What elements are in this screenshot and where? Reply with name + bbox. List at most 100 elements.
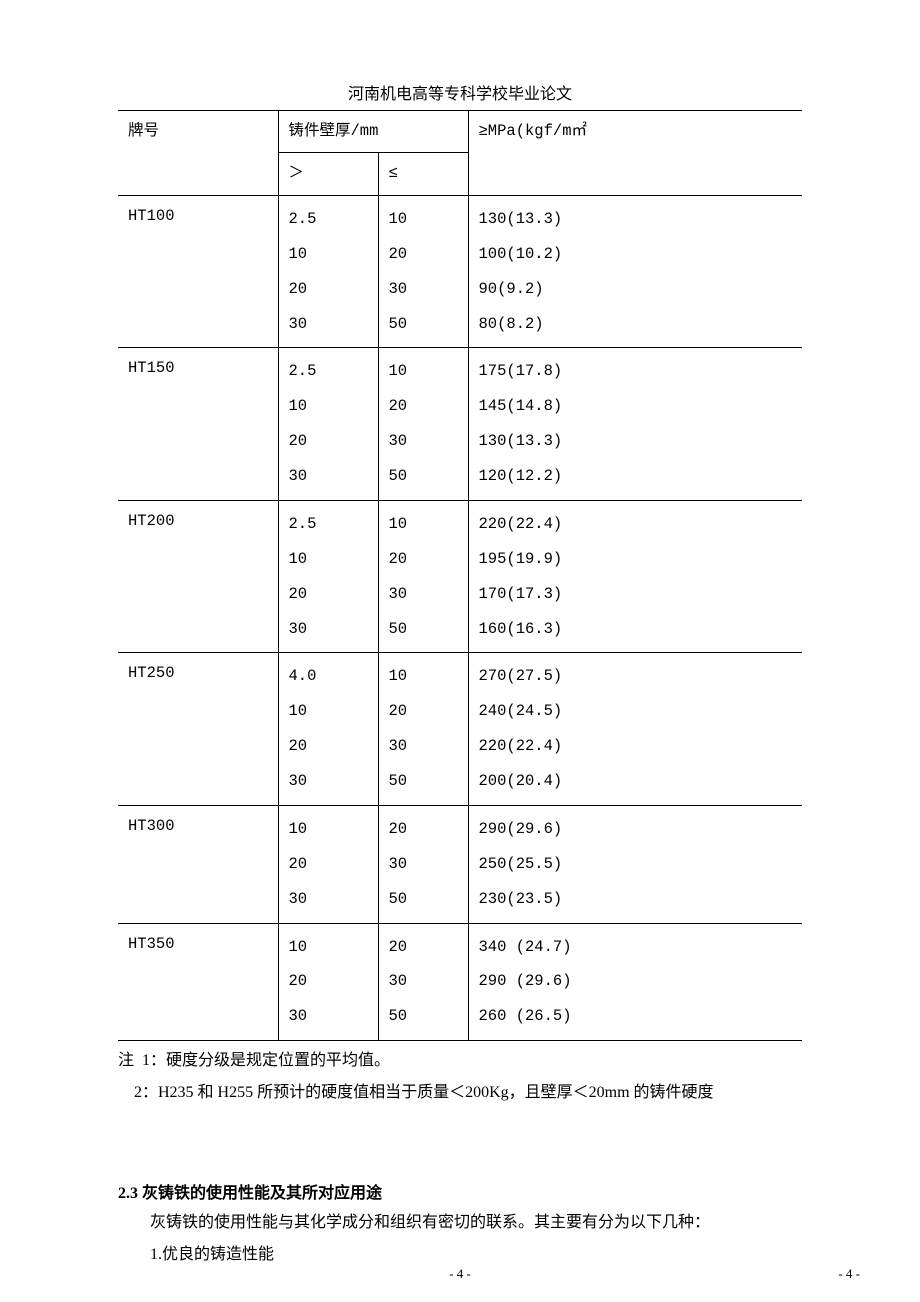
value-mpa: 250(25.5) (479, 847, 793, 882)
material-table: 牌号 铸件壁厚/mm ≥MPa(kgf/m㎡ ＞ ≤ HT1002.510203… (118, 110, 802, 1041)
value-gt: 30 (289, 307, 368, 342)
section-heading: 2.3 灰铸铁的使用性能及其所对应用途 (118, 1179, 802, 1203)
value-lte: 30 (389, 847, 458, 882)
cell-grade: HT350 (118, 923, 278, 1041)
value-mpa: 80(8.2) (479, 307, 793, 342)
value-lte: 20 (389, 812, 458, 847)
value-gt: 10 (289, 694, 368, 729)
footer-page-right: - 4 - (838, 1266, 860, 1282)
value-mpa: 90(9.2) (479, 272, 793, 307)
cell-gt: 2.5102030 (278, 348, 378, 501)
cell-gt: 2.5102030 (278, 500, 378, 653)
value-lte: 20 (389, 389, 458, 424)
value-gt: 30 (289, 999, 368, 1034)
value-mpa: 270(27.5) (479, 659, 793, 694)
col-header-grade: 牌号 (118, 111, 278, 196)
value-mpa: 100(10.2) (479, 237, 793, 272)
value-lte: 50 (389, 459, 458, 494)
value-lte: 10 (389, 354, 458, 389)
col-header-thickness: 铸件壁厚/mm (278, 111, 468, 153)
value-mpa: 230(23.5) (479, 882, 793, 917)
value-gt: 30 (289, 764, 368, 799)
table-row: HT350102030203050340 (24.7)290 (29.6)260… (118, 923, 802, 1041)
value-lte: 50 (389, 999, 458, 1034)
value-gt: 10 (289, 237, 368, 272)
value-mpa: 220(22.4) (479, 507, 793, 542)
value-lte: 50 (389, 882, 458, 917)
value-gt: 30 (289, 612, 368, 647)
value-gt: 30 (289, 459, 368, 494)
cell-mpa: 130(13.3)100(10.2)90(9.2)80(8.2) (468, 195, 802, 348)
footer-page-center: - 4 - (0, 1266, 920, 1282)
value-gt: 10 (289, 542, 368, 577)
value-lte: 30 (389, 577, 458, 612)
value-gt: 20 (289, 729, 368, 764)
table-header-row: 牌号 铸件壁厚/mm ≥MPa(kgf/m㎡ (118, 111, 802, 153)
cell-mpa: 270(27.5)240(24.5)220(22.4)200(20.4) (468, 653, 802, 806)
col-header-lte: ≤ (378, 153, 468, 195)
value-gt: 20 (289, 847, 368, 882)
cell-lte: 10203050 (378, 348, 468, 501)
value-lte: 30 (389, 729, 458, 764)
value-gt: 2.5 (289, 507, 368, 542)
value-lte: 10 (389, 202, 458, 237)
value-lte: 20 (389, 542, 458, 577)
cell-gt: 2.5102030 (278, 195, 378, 348)
value-lte: 20 (389, 694, 458, 729)
value-mpa: 145(14.8) (479, 389, 793, 424)
cell-lte: 10203050 (378, 500, 468, 653)
table-notes: 注 1：硬度分级是规定位置的平均值。 2：H235 和 H255 所预计的硬度值… (118, 1045, 802, 1109)
value-mpa: 195(19.9) (479, 542, 793, 577)
value-gt: 10 (289, 812, 368, 847)
value-lte: 50 (389, 764, 458, 799)
table-row: HT2504.010203010203050270(27.5)240(24.5)… (118, 653, 802, 806)
note-line-2: 2：H235 和 H255 所预计的硬度值相当于质量＜200Kg，且壁厚＜20m… (118, 1077, 802, 1109)
cell-lte: 10203050 (378, 195, 468, 348)
table-row: HT300102030203050290(29.6)250(25.5)230(2… (118, 805, 802, 923)
value-mpa: 260 (26.5) (479, 999, 793, 1034)
value-lte: 10 (389, 659, 458, 694)
value-lte: 30 (389, 272, 458, 307)
value-mpa: 175(17.8) (479, 354, 793, 389)
page-header-title: 河南机电高等专科学校毕业论文 (118, 80, 802, 104)
value-gt: 4.0 (289, 659, 368, 694)
value-gt: 30 (289, 882, 368, 917)
cell-grade: HT200 (118, 500, 278, 653)
value-lte: 20 (389, 237, 458, 272)
cell-lte: 203050 (378, 923, 468, 1041)
cell-grade: HT250 (118, 653, 278, 806)
value-mpa: 130(13.3) (479, 424, 793, 459)
table-row: HT1502.510203010203050175(17.8)145(14.8)… (118, 348, 802, 501)
value-gt: 20 (289, 577, 368, 612)
cell-lte: 10203050 (378, 653, 468, 806)
value-lte: 30 (389, 424, 458, 459)
cell-mpa: 340 (24.7)290 (29.6)260 (26.5) (468, 923, 802, 1041)
value-gt: 20 (289, 424, 368, 459)
value-gt: 20 (289, 272, 368, 307)
value-mpa: 170(17.3) (479, 577, 793, 612)
note-line-1: 注 1：硬度分级是规定位置的平均值。 (118, 1045, 802, 1077)
col-header-mpa: ≥MPa(kgf/m㎡ (468, 111, 802, 196)
value-lte: 50 (389, 612, 458, 647)
cell-mpa: 290(29.6)250(25.5)230(23.5) (468, 805, 802, 923)
value-lte: 30 (389, 964, 458, 999)
value-gt: 10 (289, 389, 368, 424)
table-row: HT1002.510203010203050130(13.3)100(10.2)… (118, 195, 802, 348)
value-gt: 20 (289, 964, 368, 999)
cell-grade: HT100 (118, 195, 278, 348)
value-gt: 10 (289, 930, 368, 965)
cell-gt: 4.0102030 (278, 653, 378, 806)
value-mpa: 160(16.3) (479, 612, 793, 647)
cell-mpa: 175(17.8)145(14.8)130(13.3)120(12.2) (468, 348, 802, 501)
value-lte: 50 (389, 307, 458, 342)
value-lte: 20 (389, 930, 458, 965)
cell-lte: 203050 (378, 805, 468, 923)
value-mpa: 200(20.4) (479, 764, 793, 799)
section-paragraph: 灰铸铁的使用性能与其化学成分和组织有密切的联系。其主要有分为以下几种： (118, 1207, 802, 1239)
value-mpa: 290 (29.6) (479, 964, 793, 999)
table-row: HT2002.510203010203050220(22.4)195(19.9)… (118, 500, 802, 653)
value-mpa: 130(13.3) (479, 202, 793, 237)
value-mpa: 120(12.2) (479, 459, 793, 494)
value-gt: 2.5 (289, 354, 368, 389)
value-mpa: 220(22.4) (479, 729, 793, 764)
